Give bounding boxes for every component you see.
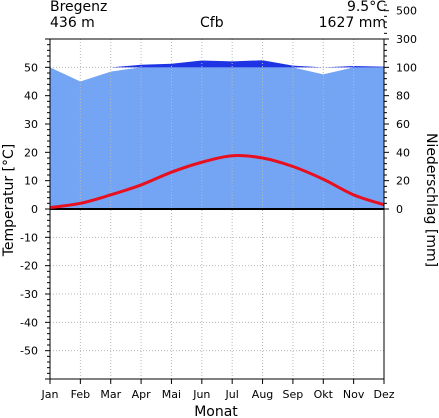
month-tick-label: Feb	[71, 388, 90, 401]
annual-precipitation: 1627 mm	[318, 15, 386, 31]
temperature-tick-label: -20	[20, 260, 38, 273]
precipitation-tick-label: 0	[396, 203, 403, 216]
month-tick-label: Mai	[162, 388, 181, 401]
temperature-line	[49, 154, 385, 210]
climate-classification: Cfb	[200, 15, 224, 31]
month-tick-label: Nov	[343, 388, 365, 401]
month-tick-label: Okt	[314, 388, 334, 401]
precipitation-axis-label: Niederschlag [mm]	[423, 133, 439, 267]
month-tick-label: Sep	[283, 388, 304, 401]
temperature-tick-label: -10	[20, 231, 38, 244]
precipitation-tick-label: 300	[396, 33, 417, 46]
temperature-tick-label: 50	[24, 61, 38, 74]
temperature-tick-label: 30	[24, 118, 38, 131]
x-axis-label: Monat	[194, 404, 238, 418]
temperature-tick-label: -40	[20, 316, 38, 329]
precipitation-humid-area	[50, 67, 384, 209]
month-tick-label: Apr	[132, 388, 152, 401]
precipitation-perhumid-area	[50, 60, 384, 68]
month-axis: Jan Feb Mar Apr Mai Jun Jul Aug Sep Okt Nov Dez	[41, 379, 395, 401]
temperature-tick-label: -30	[20, 288, 38, 301]
precipitation-tick-label: 100	[396, 61, 417, 74]
temperature-tick-label: -50	[20, 345, 38, 358]
station-elevation: 436 m	[50, 15, 95, 31]
month-tick-label: Jun	[192, 388, 210, 401]
station-name: Bregenz	[50, 0, 108, 15]
temperature-tick-label: 40	[24, 90, 38, 103]
precipitation-tick-label: 20	[396, 175, 410, 188]
temperature-axis: -50 -40 -30 -20 -10 0 10 20 30 40 50	[20, 38, 50, 380]
temperature-axis-label: Temperatur [°C]	[1, 144, 17, 258]
month-tick-label: Jan	[41, 388, 59, 401]
precipitation-tick-label: 40	[396, 146, 410, 159]
month-tick-label: Jul	[225, 388, 239, 401]
temperature-tick-label: 0	[31, 203, 38, 216]
month-tick-label: Dez	[373, 388, 394, 401]
temperature-tick-label: 10	[24, 175, 38, 188]
precipitation-tick-label: 80	[396, 90, 410, 103]
precipitation-tick-label: 500	[396, 5, 417, 18]
temperature-tick-label: 20	[24, 146, 38, 159]
month-tick-label: Aug	[252, 388, 273, 401]
mean-annual-temperature: 9.5°C	[346, 0, 386, 15]
month-tick-label: Mar	[100, 388, 121, 401]
precipitation-axis: 020406080100300500700900	[384, 4, 417, 216]
precipitation-tick-label: 60	[396, 118, 410, 131]
